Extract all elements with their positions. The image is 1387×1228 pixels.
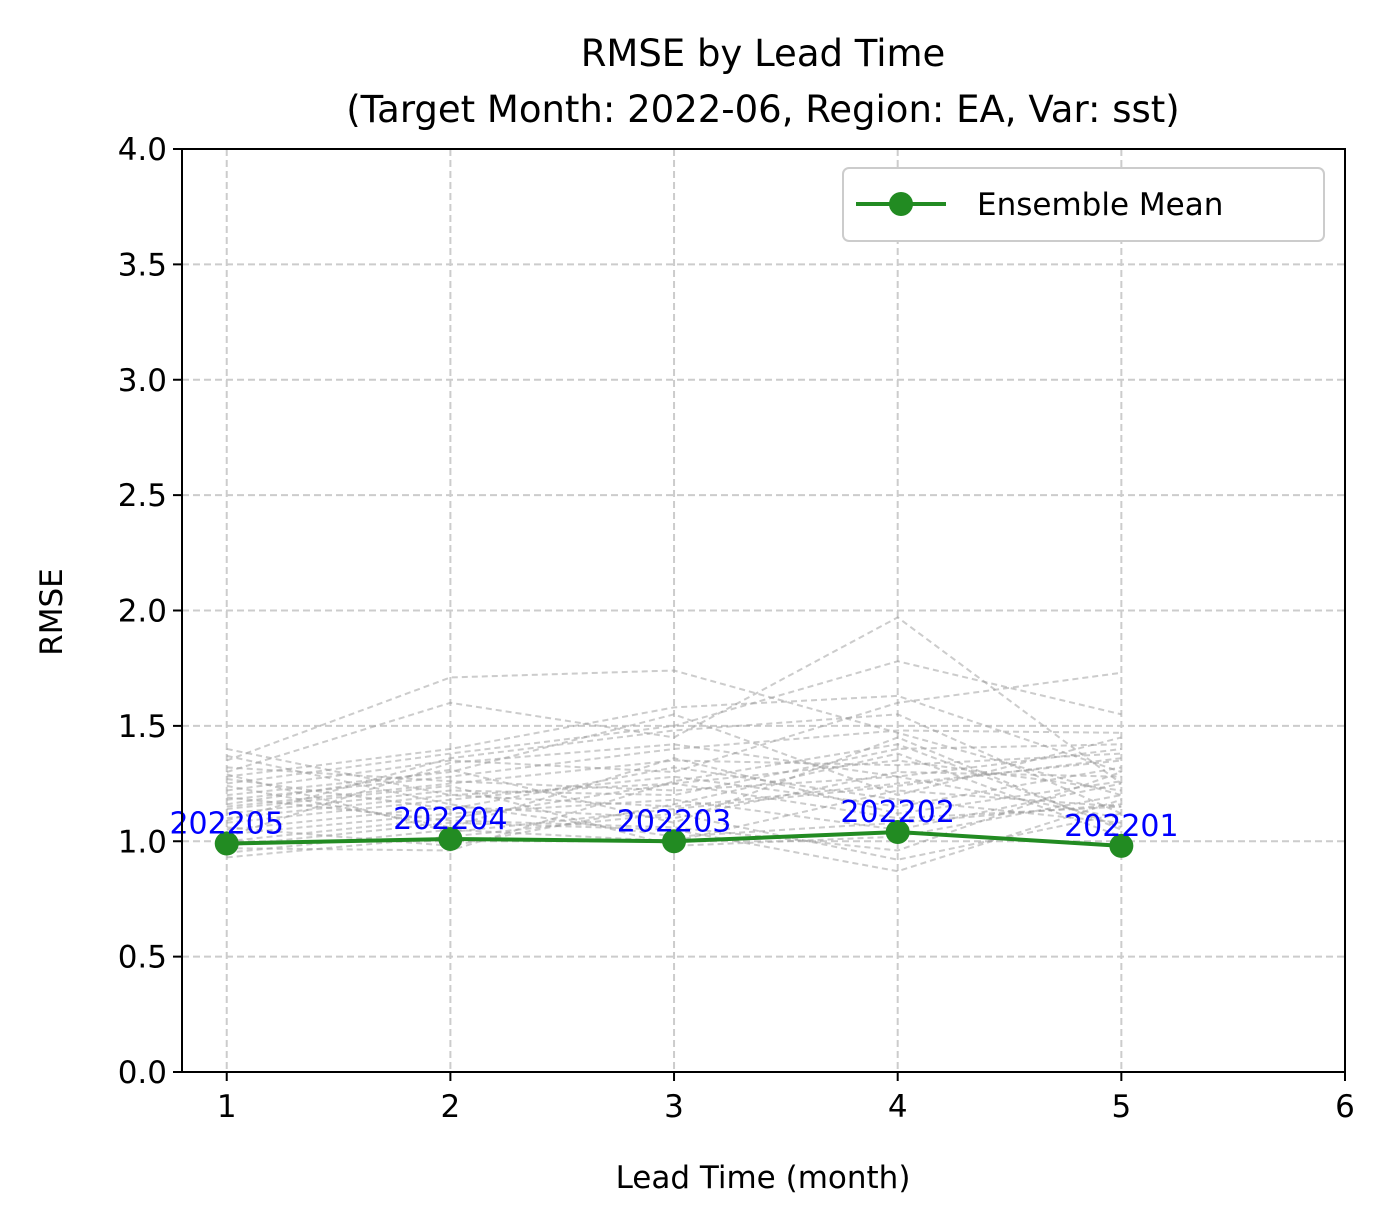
plot-frame [181, 148, 1346, 1073]
ensemble-member-line [226, 752, 1122, 847]
y-tick-label: 4.0 [118, 132, 167, 168]
data-labels: 202205 202204 202203 202202 202201 [169, 795, 1178, 844]
y-tick-label: 2.0 [118, 594, 167, 630]
data-label: 202205 [169, 807, 284, 842]
ensemble-member-line [226, 766, 1122, 824]
legend-marker-swatch [889, 192, 913, 216]
ensemble-member-line [226, 771, 1122, 852]
ensemble-member-line [226, 782, 1122, 836]
ensemble-member-line [226, 743, 1122, 838]
ensemble-mean-series [214, 820, 1134, 858]
x-tick-label: 5 [1111, 1089, 1131, 1125]
ensemble-member-line [226, 736, 1122, 831]
grid-lines [182, 148, 1346, 1073]
y-tick-label: 1.0 [118, 824, 167, 860]
data-label: 202203 [617, 804, 732, 839]
y-tick-label: 1.5 [118, 709, 167, 745]
ensemble-member-line [226, 812, 1122, 861]
ensemble-member-line [226, 798, 1122, 873]
x-tick-label: 1 [217, 1089, 237, 1125]
ensemble-mean-point [1109, 833, 1134, 858]
legend: Ensemble Mean [842, 167, 1325, 242]
x-tick-label: 6 [1335, 1089, 1355, 1125]
data-label: 202204 [393, 802, 508, 837]
y-axis-label: RMSE [34, 568, 70, 656]
ensemble-member-line [226, 766, 1122, 824]
chart-title-line1: RMSE by Lead Time [581, 32, 946, 75]
ensemble-member-line [226, 771, 1122, 831]
axis-ticks: 1 2 3 4 5 6 0.0 0.5 1.0 1.5 2.0 2.5 3.0 3.5 4.0 [118, 132, 1355, 1125]
ensemble-mean-point [438, 826, 463, 851]
ensemble-member-line [226, 743, 1122, 852]
x-tick-label: 4 [888, 1089, 908, 1125]
data-label: 202201 [1064, 809, 1179, 844]
ensemble-member-line [226, 713, 1122, 822]
ensemble-mean-point [214, 831, 239, 856]
ensemble-member-line [226, 729, 1122, 801]
x-tick-label: 3 [664, 1089, 684, 1125]
y-tick-label: 2.5 [118, 478, 167, 514]
data-label: 202202 [840, 795, 955, 830]
ensemble-member-lines [226, 616, 1122, 873]
y-tick-label: 0.5 [118, 940, 167, 976]
ensemble-member-line [226, 616, 1122, 785]
ensemble-member-line [226, 694, 1122, 778]
ensemble-mean-point [662, 829, 687, 854]
ensemble-member-line [226, 671, 1122, 792]
legend-box [842, 167, 1325, 242]
y-tick-label: 0.0 [118, 1055, 167, 1091]
ensemble-member-line [226, 660, 1122, 785]
ensemble-member-line [226, 757, 1122, 834]
legend-label-ensemble-mean: Ensemble Mean [977, 187, 1223, 223]
x-axis-label: Lead Time (month) [616, 1160, 911, 1196]
chart-title-line2: (Target Month: 2022-06, Region: EA, Var:… [346, 88, 1179, 131]
y-tick-label: 3.5 [118, 247, 167, 283]
ensemble-member-line [226, 669, 1122, 797]
ensemble-mean-point [885, 820, 910, 845]
ensemble-member-line [226, 789, 1122, 854]
ensemble-member-line [226, 759, 1122, 843]
x-tick-label: 2 [441, 1089, 461, 1125]
y-tick-label: 3.0 [118, 363, 167, 399]
